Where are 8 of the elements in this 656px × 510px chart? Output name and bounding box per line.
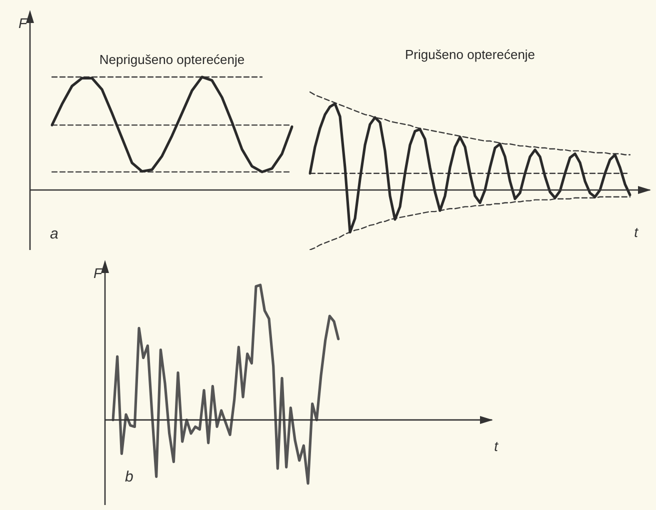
series-label: Neprigušeno opterećenje (99, 52, 245, 68)
text: a (50, 226, 58, 243)
annotation: b (125, 468, 134, 486)
x-axis-title: t (494, 438, 500, 454)
x-axis-title: t (634, 224, 640, 240)
y-axis-title: F (93, 264, 104, 281)
y-axis-title: F (18, 14, 28, 31)
text: Prigušeno opterećenje (404, 46, 536, 62)
